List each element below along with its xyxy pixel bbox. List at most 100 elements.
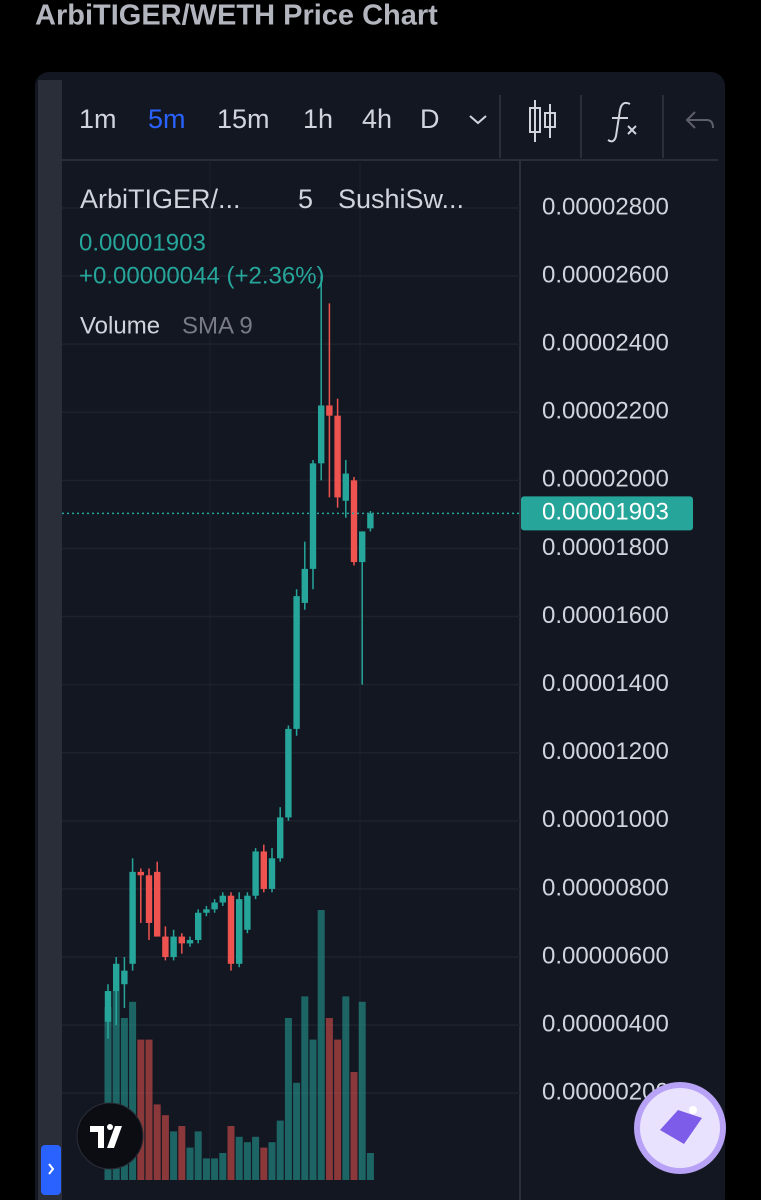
y-tick-label: 0.00002800 — [542, 193, 669, 220]
y-tick-label: 0.00001200 — [542, 738, 669, 765]
candle-body — [326, 405, 333, 416]
candle-body — [359, 531, 366, 563]
plot: 0.00002800 0.00002600 0.00002400 0.00002200… — [62, 193, 693, 1180]
indicators-button-x — [627, 125, 637, 135]
volume-bar — [219, 1153, 227, 1180]
legend-exchange: SushiSw... — [338, 184, 464, 214]
volume-bar — [317, 910, 325, 1180]
legend-sma: SMA 9 — [182, 312, 253, 339]
volume-bar — [161, 1115, 169, 1180]
volume-bar — [120, 1018, 128, 1180]
candle-body — [318, 405, 325, 464]
candle-body — [301, 568, 308, 603]
indicators-button[interactable] — [607, 101, 631, 143]
candle-body — [227, 895, 235, 964]
candle-body — [350, 480, 358, 563]
y-tick-label: 0.00002400 — [542, 330, 669, 357]
y-tick-label: 0.00002000 — [542, 466, 669, 493]
candle-body — [367, 513, 374, 529]
volume-bar — [243, 1142, 251, 1180]
volume-bar — [268, 1142, 276, 1180]
volume-bar — [260, 1147, 268, 1180]
candle-body — [244, 895, 251, 930]
volume-bar — [301, 996, 309, 1180]
volume-bar — [112, 991, 120, 1180]
candle-body — [178, 936, 185, 944]
interval-dropdown[interactable] — [469, 115, 487, 125]
y-tick-label: 0.00001600 — [542, 602, 669, 629]
candle-body — [137, 871, 144, 876]
candle-body — [285, 728, 292, 818]
interval[interactable]: 5m — [148, 104, 186, 134]
volume-bar — [350, 1072, 358, 1180]
interval[interactable]: 1h — [303, 104, 333, 134]
interval[interactable]: 4h — [362, 104, 392, 134]
candle-body — [145, 875, 153, 923]
volume-bar — [366, 1153, 374, 1180]
volume-bar — [153, 1104, 161, 1180]
candle-body — [260, 851, 267, 889]
volume-bar — [145, 1039, 153, 1180]
y-tick-label: 0.00001800 — [542, 534, 669, 561]
volume-bar — [129, 1001, 137, 1180]
volume-bar — [186, 1147, 194, 1180]
candle-body — [162, 936, 169, 958]
candle-body — [342, 473, 349, 501]
volume-bar — [342, 996, 350, 1180]
y-tick-label: 0.00001400 — [542, 670, 669, 697]
candle-body — [277, 817, 284, 859]
legend-interval: 5 — [298, 184, 313, 214]
candle-body — [252, 851, 259, 896]
candle-body — [219, 895, 226, 903]
y-tick-label: 0.00000400 — [542, 1010, 669, 1037]
volume-bar — [276, 1120, 284, 1180]
candle-body — [154, 871, 161, 937]
volume-bar — [104, 1007, 112, 1180]
volume-bar — [170, 1131, 178, 1180]
floating-button[interactable] — [634, 1082, 726, 1174]
candle-body — [236, 899, 243, 964]
volume-bar — [293, 1082, 301, 1180]
tradingview-logo[interactable] — [76, 1102, 144, 1170]
volume-bar — [194, 1131, 202, 1180]
y-tick-label: 0.00000600 — [542, 942, 669, 969]
volume-bar — [202, 1158, 210, 1180]
candle-body — [129, 871, 136, 964]
legend-symbol: ArbiTIGER/... — [80, 184, 241, 214]
chart-card — [35, 72, 725, 1200]
y-tick-label: 0.00000800 — [542, 874, 669, 901]
toolbar: 1m 5m 15m 1h 4h D — [79, 95, 714, 158]
y-tick-label: 0.00001000 — [542, 806, 669, 833]
candle-body — [113, 963, 120, 992]
volume-bar — [252, 1136, 260, 1180]
candle-body — [268, 858, 276, 889]
volume-bar — [334, 1039, 342, 1180]
volume-bar — [309, 1039, 317, 1180]
volume-bar — [358, 1001, 366, 1180]
candle-body — [121, 970, 128, 985]
y-tick-label: 0.00002600 — [542, 261, 669, 288]
volume-bar — [137, 1039, 145, 1180]
side-strip — [38, 80, 62, 1200]
candle-body — [211, 902, 218, 910]
candle-body — [334, 415, 341, 498]
volume-bar — [227, 1126, 235, 1180]
y-tick-label: 0.00002200 — [542, 398, 669, 425]
interval[interactable]: 1m — [79, 104, 117, 134]
legend-change: +0.00000044 (+2.36%) — [79, 262, 325, 289]
last-price-box — [521, 496, 693, 531]
legend-volume: Volume — [80, 312, 160, 339]
legend-price: 0.00001903 — [79, 229, 206, 256]
legend: ArbiTIGER/... 5 SushiSw... 0.00001903 +0… — [79, 184, 464, 339]
interval[interactable]: D — [420, 104, 440, 134]
volume-bar — [325, 1018, 333, 1180]
candle-body — [293, 596, 300, 729]
interval[interactable]: 15m — [217, 104, 270, 134]
volume-bar — [235, 1136, 243, 1180]
undo-button[interactable] — [685, 111, 714, 129]
chart-type-button[interactable] — [529, 100, 556, 142]
candle-body — [309, 463, 317, 569]
candle-body — [104, 991, 112, 1022]
